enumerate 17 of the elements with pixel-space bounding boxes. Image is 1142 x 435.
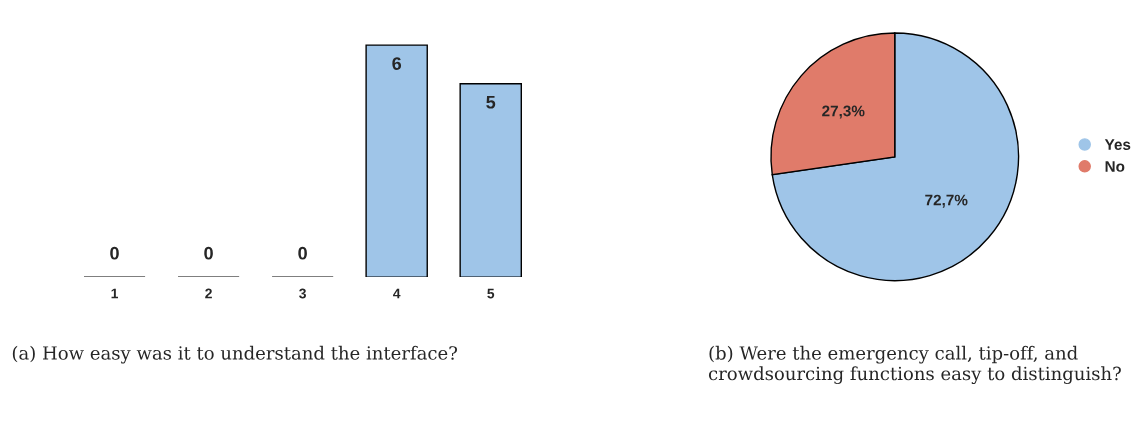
x-tick-label: 2 <box>205 288 212 299</box>
data-label: 27,3% <box>822 105 865 119</box>
data-label: 0 <box>204 246 213 260</box>
data-label: 6 <box>392 57 402 70</box>
pie-slice <box>771 32 1020 282</box>
text: (a) How easy was it to understand the interface? <box>12 345 458 364</box>
legend-label: No <box>1105 161 1125 172</box>
x-tick-label: 1 <box>111 288 119 299</box>
data-label: 0 <box>298 246 307 260</box>
data-label: 5 <box>486 96 496 109</box>
x-tick-label: 5 <box>487 288 495 299</box>
text: (b) Were the emergency call, tip-off, and crowdsourcing functions easy to distinguish? <box>708 345 1121 385</box>
x-tick-label: 3 <box>299 288 306 299</box>
legend-label: Yes <box>1104 139 1131 150</box>
data-label: 0 <box>110 246 119 260</box>
data-label: 72,7% <box>925 194 968 208</box>
x-tick-label: 4 <box>393 288 401 299</box>
